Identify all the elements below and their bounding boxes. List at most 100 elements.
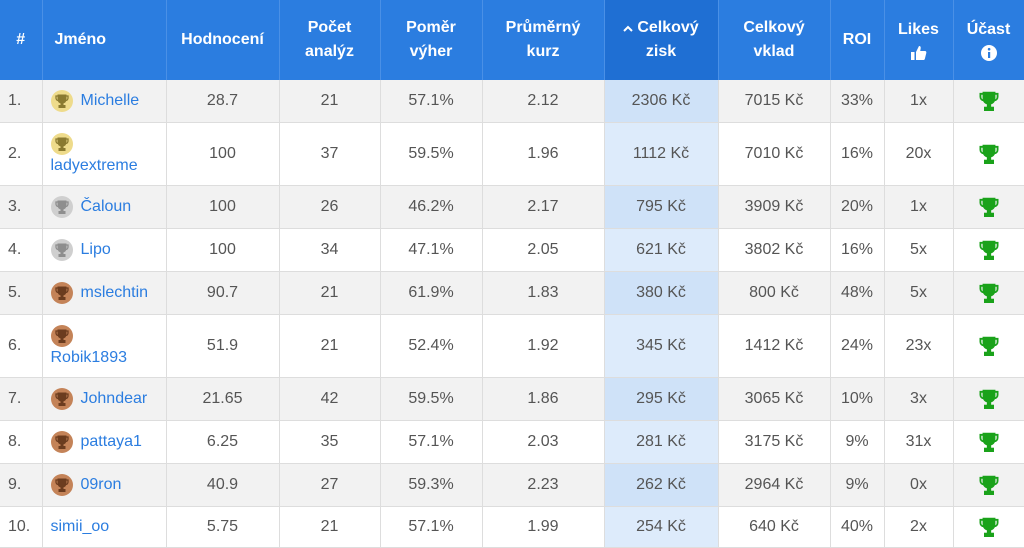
roi-cell: 24% [830,314,885,378]
col-profit[interactable]: Celkový zisk [604,0,719,80]
winratio-cell: 59.5% [380,377,483,421]
avgodds-cell: 1.83 [482,271,605,315]
profit-cell: 380 Kč [604,271,719,315]
col-name[interactable]: Jméno [42,0,167,80]
trophy-icon[interactable] [979,144,999,164]
profit-cell: 281 Kč [604,420,719,464]
stake-cell: 800 Kč [718,271,831,315]
trophy-icon[interactable] [979,91,999,111]
avgodds-cell: 1.99 [482,506,605,548]
col-avgodds-label-2: kurz [526,43,560,60]
participation-cell [953,463,1024,507]
user-link[interactable]: mslechtin [80,284,149,302]
col-winratio[interactable]: Poměr výher [380,0,483,80]
winratio-cell: 46.2% [380,185,483,229]
likes-cell: 0x [884,463,954,507]
col-winratio-label-1: Poměr [406,19,456,36]
col-stake[interactable]: Celkový vklad [718,0,831,80]
name-cell: pattaya1 [42,420,167,464]
col-rating[interactable]: Hodnocení [166,0,280,80]
user-link[interactable]: Lipo [80,241,111,259]
profit-cell: 2306 Kč [604,80,719,123]
col-rank-label: # [16,31,26,48]
table-row: 2. ladyextreme 100 37 59.5% 1.96 1112 Kč 7010 K… [0,122,1024,186]
avgodds-cell: 2.05 [482,228,605,272]
trophy-icon[interactable] [979,432,999,452]
col-rating-label: Hodnocení [181,31,264,48]
likes-cell: 20x [884,122,954,186]
name-cell: simii_oo [42,506,167,548]
participation-cell [953,506,1024,548]
profit-cell: 295 Kč [604,377,719,421]
user-link[interactable]: simii_oo [50,518,110,535]
winratio-cell: 61.9% [380,271,483,315]
likes-cell: 1x [884,185,954,229]
count-cell: 34 [279,228,381,272]
profit-cell: 345 Kč [604,314,719,378]
table-row: 6. Robik1893 51.9 21 52.4% 1.92 345 Kč 1412 Kč 2… [0,314,1024,378]
winratio-cell: 57.1% [380,506,483,548]
user-link[interactable]: pattaya1 [80,433,142,451]
user-link[interactable]: Michelle [80,92,140,110]
trophy-icon[interactable] [979,389,999,409]
rank-cell: 2. [0,122,43,186]
rank-cell: 4. [0,228,43,272]
trophy-icon[interactable] [979,197,999,217]
col-avgodds[interactable]: Průměrný kurz [482,0,605,80]
col-count-label-2: analýz [305,43,354,60]
bronze-trophy-avatar-icon [50,325,73,347]
participation-cell [953,271,1024,315]
table-row: 5. mslechtin 90.7 21 61.9% 1.83 380 Kč 800 Kč 48… [0,271,1024,315]
user-link[interactable]: Robik1893 [50,349,128,366]
col-profit-label-1: Celkový [637,19,699,36]
stake-cell: 640 Kč [718,506,831,548]
stake-cell: 3909 Kč [718,185,831,229]
rank-cell: 1. [0,80,43,123]
participation-cell [953,314,1024,378]
col-participation[interactable]: Účast [953,0,1024,80]
rating-cell: 28.7 [166,80,280,123]
winratio-cell: 57.1% [380,80,483,123]
col-roi[interactable]: ROI [830,0,885,80]
col-stake-label-1: Celkový [743,19,805,36]
rating-cell: 5.75 [166,506,280,548]
stake-cell: 3802 Kč [718,228,831,272]
col-count-label-1: Počet [307,19,352,36]
trophy-icon[interactable] [979,475,999,495]
trophy-icon[interactable] [979,517,999,537]
col-stake-label-2: vklad [753,43,795,60]
rating-cell: 6.25 [166,420,280,464]
col-rank[interactable]: # [0,0,43,80]
rating-cell: 100 [166,228,280,272]
rank-cell: 9. [0,463,43,507]
trophy-icon[interactable] [979,283,999,303]
info-icon[interactable] [980,44,998,62]
count-cell: 21 [279,506,381,548]
count-cell: 35 [279,420,381,464]
roi-cell: 10% [830,377,885,421]
user-link[interactable]: Johndear [80,390,148,408]
rating-cell: 100 [166,122,280,186]
likes-cell: 5x [884,271,954,315]
roi-cell: 16% [830,228,885,272]
user-link[interactable]: ladyextreme [50,157,138,174]
table-row: 4. Lipo 100 34 47.1% 2.05 621 Kč 3802 Kč 16% 5x [0,228,1024,272]
rank-cell: 8. [0,420,43,464]
bronze-trophy-avatar-icon [50,431,73,453]
user-link[interactable]: 09ron [80,476,122,494]
rank-cell: 10. [0,506,43,548]
roi-cell: 40% [830,506,885,548]
rank-cell: 7. [0,377,43,421]
user-link[interactable]: Čaloun [80,198,132,216]
profit-cell: 254 Kč [604,506,719,548]
stake-cell: 3175 Kč [718,420,831,464]
roi-cell: 48% [830,271,885,315]
col-count[interactable]: Počet analýz [279,0,381,80]
col-name-label: Jméno [54,31,107,48]
trophy-icon[interactable] [979,240,999,260]
col-likes[interactable]: Likes [884,0,954,80]
trophy-icon[interactable] [979,336,999,356]
participation-cell [953,122,1024,186]
col-roi-label: ROI [842,31,872,48]
avgodds-cell: 1.86 [482,377,605,421]
